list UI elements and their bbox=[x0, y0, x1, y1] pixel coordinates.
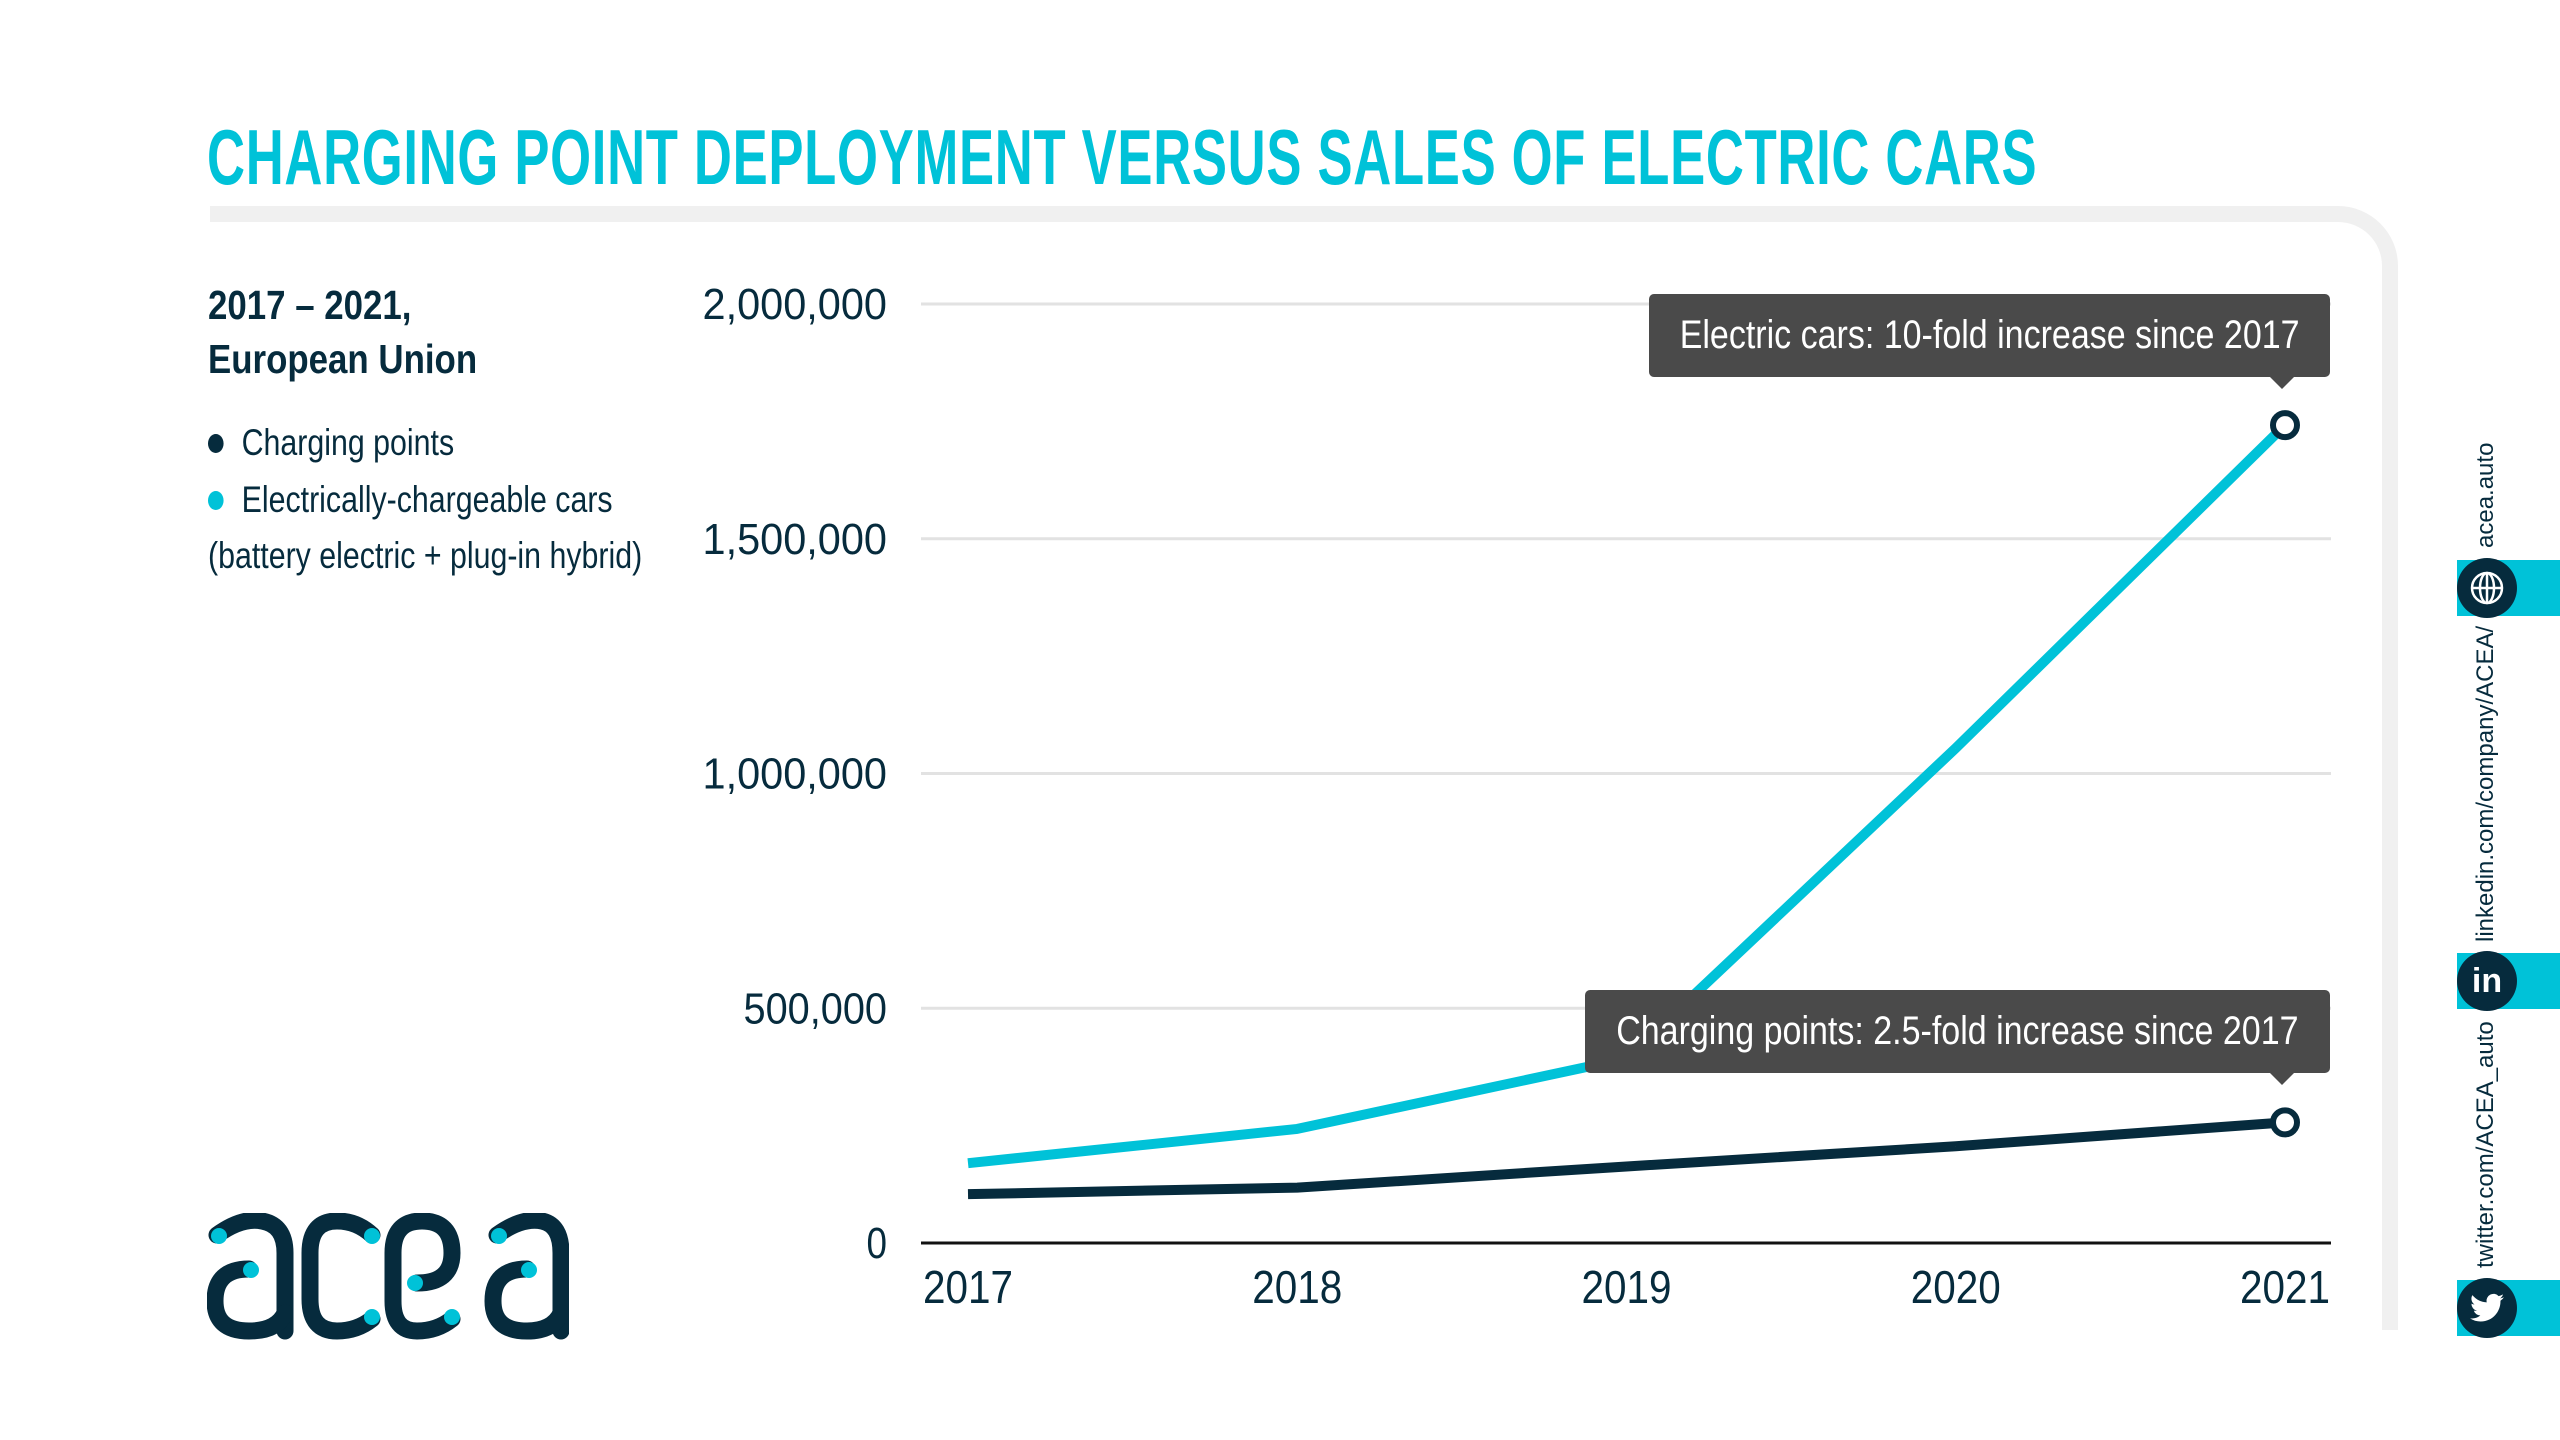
x-tick-label: 2019 bbox=[1582, 1261, 1672, 1313]
y-tick-label: 1,500,000 bbox=[703, 515, 888, 564]
legend-label: Charging points bbox=[241, 422, 455, 463]
legend-item-charging: Charging points bbox=[208, 422, 454, 464]
data-point bbox=[2270, 410, 2300, 441]
tooltip-charging: Charging points: 2.5-fold increase since… bbox=[1585, 990, 2330, 1085]
y-tick-label: 0 bbox=[867, 1219, 888, 1268]
x-tick-label: 2021 bbox=[2240, 1261, 2330, 1313]
data-point bbox=[2270, 1107, 2300, 1138]
subtitle-period: 2017 – 2021, bbox=[208, 282, 412, 328]
y-tick-label: 500,000 bbox=[744, 984, 888, 1033]
legend-dot-icon bbox=[208, 490, 224, 510]
legend-dot-icon bbox=[208, 433, 224, 453]
series-line-charging bbox=[967, 1117, 2286, 1200]
legend-note: (battery electric + plug-in hybrid) bbox=[208, 535, 643, 576]
y-tick-label: 1,000,000 bbox=[703, 750, 888, 799]
x-tick-label: 2017 bbox=[923, 1261, 1013, 1313]
tooltip-cars: Electric cars: 10-fold increase since 20… bbox=[1649, 294, 2330, 389]
legend-label: Electrically-chargeable cars bbox=[241, 479, 613, 520]
tooltip-cars-text: Electric cars: 10-fold increase since 20… bbox=[1679, 313, 2300, 357]
tooltip-charging-text: Charging points: 2.5-fold increase since… bbox=[1616, 1009, 2299, 1053]
twitter-icon[interactable] bbox=[2457, 1278, 2517, 1338]
y-tick-label: 2,000,000 bbox=[703, 280, 888, 329]
chart-title: CHARGING POINT DEPLOYMENT VERSUS SALES O… bbox=[207, 113, 2038, 201]
decorative-frame bbox=[210, 206, 2398, 1330]
acea-logo bbox=[207, 1213, 569, 1340]
linkedin-icon[interactable]: in bbox=[2457, 951, 2517, 1011]
globe-icon[interactable] bbox=[2457, 558, 2517, 618]
x-tick-label: 2018 bbox=[1252, 1261, 1342, 1313]
subtitle-region: European Union bbox=[208, 336, 478, 382]
social-linkedin-label[interactable]: linkedin.com/company/ACEA/ bbox=[2472, 625, 2499, 942]
x-tick-label: 2020 bbox=[1911, 1261, 2001, 1313]
social-twitter-label[interactable]: twitter.com/ACEA_auto bbox=[2472, 1021, 2499, 1268]
social-web-label[interactable]: acea.auto bbox=[2472, 442, 2499, 548]
legend-item-cars: Electrically-chargeable cars bbox=[208, 479, 613, 521]
